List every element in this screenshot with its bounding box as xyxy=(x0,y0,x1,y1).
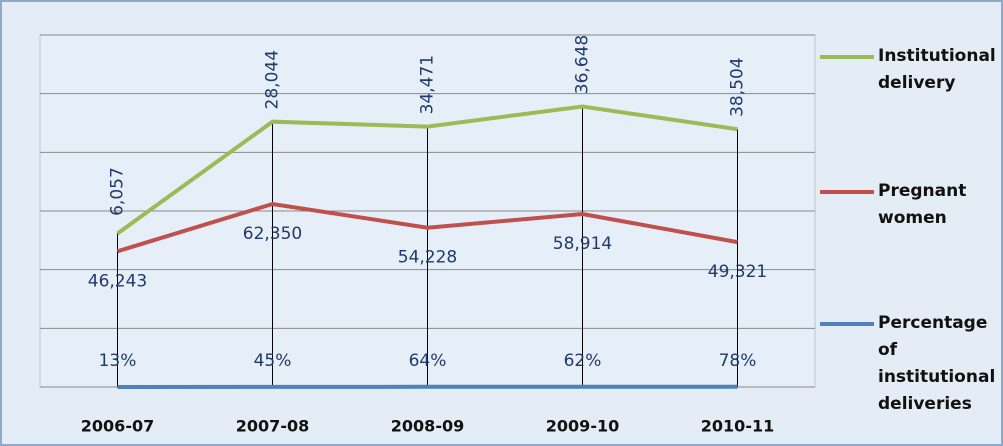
data-label: 36,648 xyxy=(573,35,593,94)
x-tick-label: 2006-07 xyxy=(81,417,154,436)
data-label: 6,057 xyxy=(108,167,128,216)
data-label: 58,914 xyxy=(553,234,612,254)
data-label: 78% xyxy=(719,351,757,371)
data-label: 45% xyxy=(254,351,292,371)
legend-label: Percentage of institutional deliveries xyxy=(878,313,996,414)
x-tick-label: 2010-11 xyxy=(701,417,774,436)
data-label: 13% xyxy=(99,351,137,371)
legend-label: Pregnant women xyxy=(878,181,967,228)
x-tick-label: 2008-09 xyxy=(391,417,464,436)
data-label: 62,350 xyxy=(243,224,302,244)
data-label: 54,228 xyxy=(398,248,457,268)
data-label: 46,243 xyxy=(88,271,147,291)
legend-label: Institutional delivery xyxy=(878,46,996,93)
x-tick-label: 2007-08 xyxy=(236,417,309,436)
data-label: 34,471 xyxy=(418,55,438,114)
data-label: 64% xyxy=(409,351,447,371)
data-label: 28,044 xyxy=(263,50,283,109)
series-line xyxy=(116,104,738,236)
data-label: 38,504 xyxy=(728,57,748,116)
data-label: 62% xyxy=(564,351,602,371)
data-label: 49,321 xyxy=(708,262,767,282)
x-tick-label: 2009-10 xyxy=(546,417,619,436)
series-line xyxy=(116,201,738,254)
